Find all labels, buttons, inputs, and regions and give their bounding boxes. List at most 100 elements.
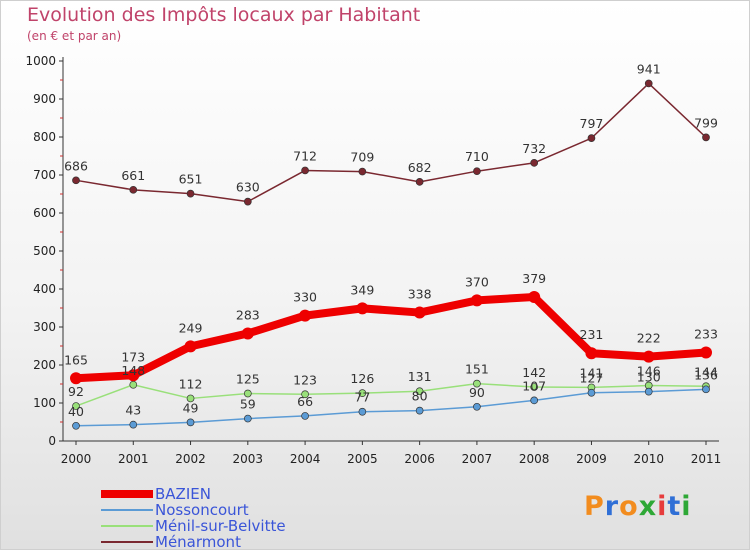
data-point xyxy=(473,402,481,411)
y-tick-label: 1000 xyxy=(25,54,56,68)
data-point xyxy=(644,387,653,396)
data-point xyxy=(358,389,367,397)
x-tick-label: 2008 xyxy=(519,452,550,466)
data-label: 148 xyxy=(121,363,145,378)
data-label: 43 xyxy=(125,403,141,418)
data-point xyxy=(473,379,481,388)
data-label: 165 xyxy=(64,352,88,367)
data-label: 732 xyxy=(522,141,546,156)
x-tick-label: 2006 xyxy=(404,452,435,466)
data-point xyxy=(72,176,80,185)
data-label: 349 xyxy=(350,282,374,297)
y-tick-label: 800 xyxy=(33,130,56,144)
data-point xyxy=(702,385,710,394)
data-point xyxy=(642,350,655,363)
x-tick-label: 2001 xyxy=(118,452,149,466)
data-point xyxy=(184,340,197,353)
data-point xyxy=(129,380,138,389)
data-label: 142 xyxy=(522,365,546,380)
series-line-bazien xyxy=(75,292,707,383)
data-label: 249 xyxy=(179,320,203,335)
data-point xyxy=(702,133,710,142)
data-label: 112 xyxy=(179,376,203,391)
data-point xyxy=(415,177,424,186)
logo-letter: t xyxy=(667,491,682,522)
data-label: 370 xyxy=(465,274,489,289)
data-point xyxy=(243,197,252,206)
data-point xyxy=(415,406,424,415)
chart-title: Evolution des Impôts locaux par Habitant xyxy=(27,4,421,26)
data-label: 661 xyxy=(121,168,145,183)
data-label: 92 xyxy=(68,384,84,399)
data-point xyxy=(301,166,309,175)
data-label: 651 xyxy=(179,172,203,187)
logo-letter: P xyxy=(584,491,605,522)
data-label: 130 xyxy=(637,370,661,385)
x-tick-label: 2005 xyxy=(347,452,378,466)
legend-label: Ménil-sur-Belvitte xyxy=(155,517,286,535)
data-label: 338 xyxy=(408,287,432,302)
data-point xyxy=(470,294,483,307)
data-label: 231 xyxy=(580,327,604,342)
data-label: 712 xyxy=(293,148,317,163)
x-tick-label: 2009 xyxy=(576,452,607,466)
data-point xyxy=(358,407,367,416)
data-point xyxy=(301,412,309,420)
y-tick-label: 300 xyxy=(33,320,56,334)
data-label: 136 xyxy=(694,367,718,382)
data-point xyxy=(243,414,252,423)
data-point xyxy=(70,372,82,385)
data-label: 144 xyxy=(694,364,718,379)
data-point xyxy=(72,421,80,430)
data-point xyxy=(530,396,539,405)
data-label: 80 xyxy=(412,389,428,404)
data-label: 107 xyxy=(522,378,546,393)
y-tick-label: 700 xyxy=(33,168,56,182)
data-point xyxy=(644,79,653,88)
data-label: 125 xyxy=(236,372,260,387)
data-label: 283 xyxy=(236,307,260,322)
data-label: 141 xyxy=(580,365,604,380)
y-tick-label: 100 xyxy=(33,396,56,410)
x-tick-label: 2002 xyxy=(175,452,206,466)
data-label: 151 xyxy=(465,362,489,377)
data-label: 233 xyxy=(694,326,718,341)
data-point xyxy=(186,189,195,198)
data-label: 40 xyxy=(68,404,84,419)
data-point xyxy=(530,383,539,391)
data-label: 59 xyxy=(240,397,256,412)
legend-label: Nossoncourt xyxy=(155,501,249,519)
x-tick-label: 2000 xyxy=(61,452,92,466)
data-point xyxy=(473,167,481,176)
x-tick-label: 2004 xyxy=(290,452,321,466)
data-label: 379 xyxy=(522,271,546,286)
logo-letter: o xyxy=(619,491,639,522)
data-label: 222 xyxy=(637,331,661,346)
logo-letter: i xyxy=(657,491,668,522)
data-label: 709 xyxy=(350,150,374,165)
data-label: 146 xyxy=(637,364,661,379)
data-label: 126 xyxy=(350,371,374,386)
data-point xyxy=(356,302,369,315)
data-label: 797 xyxy=(580,116,604,131)
data-point xyxy=(413,306,426,319)
logo-letter: r xyxy=(604,491,620,522)
data-label: 90 xyxy=(469,385,485,400)
data-point xyxy=(700,346,712,359)
data-label: 77 xyxy=(354,390,370,405)
data-label: 799 xyxy=(694,115,718,130)
data-point xyxy=(127,369,140,382)
legend-label: Ménarmont xyxy=(155,533,241,551)
data-point xyxy=(301,390,309,399)
data-label: 941 xyxy=(637,61,661,76)
data-label: 686 xyxy=(64,158,88,173)
data-label: 330 xyxy=(293,290,317,305)
data-point xyxy=(186,394,195,403)
data-label: 127 xyxy=(580,371,604,386)
data-label: 173 xyxy=(121,349,145,364)
series-line-nossoncourt xyxy=(75,388,707,427)
data-label: 66 xyxy=(297,394,313,409)
data-point xyxy=(72,402,80,410)
